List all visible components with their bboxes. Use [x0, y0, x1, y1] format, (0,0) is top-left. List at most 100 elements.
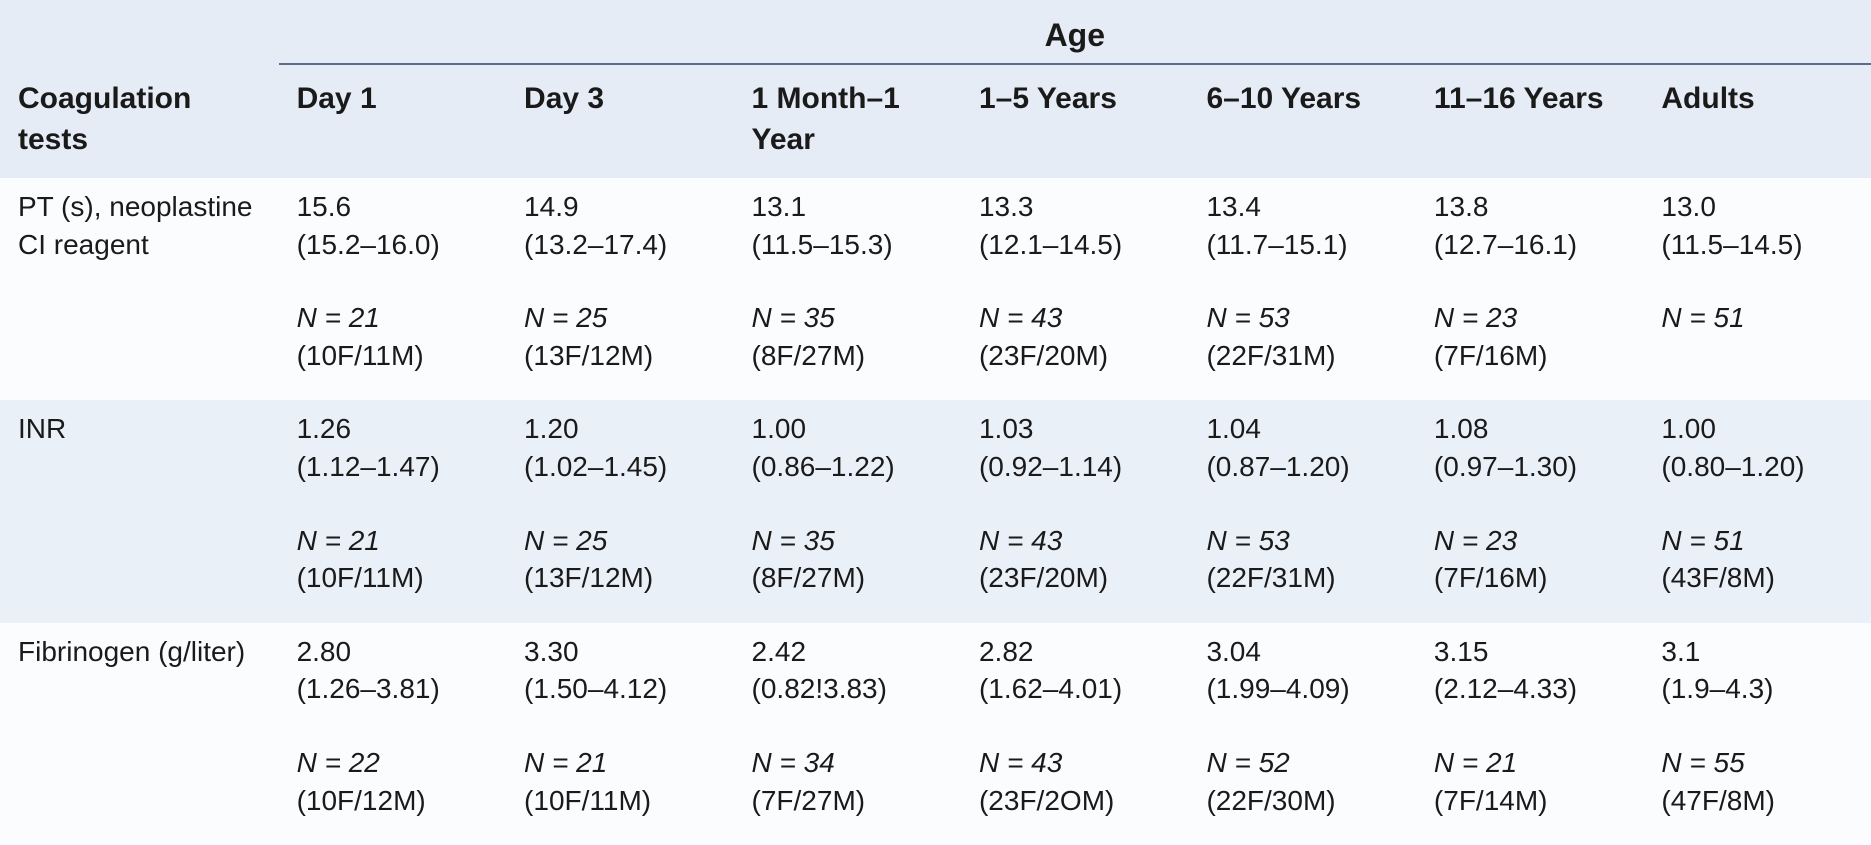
table-row: PT (s), neoplastine CI reagent15.6(15.2–…: [0, 178, 1871, 289]
value: 3.15: [1434, 636, 1489, 667]
cell-value: 13.0(11.5–14.5): [1643, 178, 1871, 289]
demographics: (7F/16M): [1434, 337, 1625, 375]
n-value: N = 51: [1661, 525, 1744, 556]
cell-value: 13.8 (12.7–16.1): [1416, 178, 1643, 289]
range: (0.80–1.20): [1661, 448, 1853, 486]
cell-value: 3.04(1.99–4.09): [1188, 623, 1415, 734]
cell-value: 1.00(0.86–1.22): [734, 400, 961, 511]
value: 1.08: [1434, 413, 1489, 444]
n-value: N = 21: [524, 747, 607, 778]
demographics: (8F/27M): [752, 337, 943, 375]
value: 2.42: [752, 636, 807, 667]
value: 2.82: [979, 636, 1034, 667]
cell-value: 2.42(0.82!3.83): [734, 623, 961, 734]
range: (0.82!3.83): [752, 670, 943, 708]
n-value: N = 55: [1661, 747, 1744, 778]
demographics: (10F/11M): [297, 559, 488, 597]
value: 15.6: [297, 191, 352, 222]
range: (0.87–1.20): [1206, 448, 1397, 486]
table-row: N = 21(10F/11M)N = 25(13F/12M)N = 35(8F/…: [0, 512, 1871, 623]
col-1-5-years: 1–5 Years: [961, 64, 1188, 178]
cell-n: N = 25(13F/12M): [506, 289, 733, 400]
n-value: N = 21: [297, 302, 380, 333]
range: (12.1–14.5): [979, 226, 1170, 264]
cell-value: 3.15(2.12–4.33): [1416, 623, 1643, 734]
value: 13.8: [1434, 191, 1489, 222]
demographics: (22F/31M): [1206, 337, 1397, 375]
demographics: (7F/16M): [1434, 559, 1625, 597]
cell-n: N = 21 (7F/14M): [1416, 734, 1643, 845]
cell-value: 2.80(1.26–3.81): [279, 623, 506, 734]
cell-value: 1.20(1.02–1.45): [506, 400, 733, 511]
range: (15.2–16.0): [297, 226, 488, 264]
range: (1.9–4.3): [1661, 670, 1853, 708]
value: 13.3: [979, 191, 1034, 222]
demographics: (23F/20M): [979, 337, 1170, 375]
demographics: (7F/14M): [1434, 782, 1625, 820]
demographics: (13F/12M): [524, 559, 715, 597]
demographics: (43F/8M): [1661, 559, 1853, 597]
table-row: N = 21(10F/11M)N = 25(13F/12M)N = 35(8F/…: [0, 289, 1871, 400]
value: 1.04: [1206, 413, 1261, 444]
range: (12.7–16.1): [1434, 226, 1625, 264]
value: 3.1: [1661, 636, 1700, 667]
value: 3.04: [1206, 636, 1261, 667]
cell-value: 13.4(11.7–15.1): [1188, 178, 1415, 289]
col-day-3: Day 3: [506, 64, 733, 178]
cell-value: 1.03(0.92–1.14): [961, 400, 1188, 511]
header-columns-row: Day 1 Day 3 1 Month–1 Year 1–5 Years 6–1…: [0, 64, 1871, 178]
cell-value: 13.1 (11.5–15.3): [734, 178, 961, 289]
cell-n: N = 51: [1643, 289, 1871, 400]
n-value: N = 43: [979, 302, 1062, 333]
cell-value: 3.1(1.9–4.3): [1643, 623, 1871, 734]
cell-n: N = 53 (22F/31M): [1188, 289, 1415, 400]
demographics: (23F/2OM): [979, 782, 1170, 820]
value: 1.20: [524, 413, 579, 444]
col-adults: Adults: [1643, 64, 1871, 178]
demographics: (22F/30M): [1206, 782, 1397, 820]
n-value: N = 35: [752, 302, 835, 333]
col-day-1: Day 1: [279, 64, 506, 178]
n-value: N = 53: [1206, 302, 1289, 333]
cell-n: N = 51(43F/8M): [1643, 512, 1871, 623]
demographics: (47F/8M): [1661, 782, 1853, 820]
table-row: N = 22(10F/12M) N = 21 (10F/11M) N = 34 (7F/…: [0, 734, 1871, 845]
cell-n: N = 23(7F/16M): [1416, 512, 1643, 623]
row-label: PT (s), neoplastine CI reagent: [0, 178, 279, 400]
cell-n: N = 43 (23F/20M): [961, 289, 1188, 400]
range: (1.12–1.47): [297, 448, 488, 486]
value: 1.03: [979, 413, 1034, 444]
col-6-10-years: 6–10 Years: [1188, 64, 1415, 178]
n-value: N = 34: [752, 747, 835, 778]
range: (1.62–4.01): [979, 670, 1170, 708]
n-value: N = 25: [524, 525, 607, 556]
demographics: (8F/27M): [752, 559, 943, 597]
range: (13.2–17.4): [524, 226, 715, 264]
col-11-16-years: 11–16 Years: [1416, 64, 1643, 178]
n-value: N = 21: [1434, 747, 1517, 778]
value: 13.1: [752, 191, 807, 222]
cell-value: 13.3 (12.1–14.5): [961, 178, 1188, 289]
table-body: PT (s), neoplastine CI reagent 15.6 (15.2–…: [0, 178, 1871, 845]
range: (0.86–1.22): [752, 448, 943, 486]
row-label: Fibrinogen (g/liter): [0, 623, 279, 845]
cell-value: 14.9(13.2–17.4): [506, 178, 733, 289]
cell-n: N = 53(22F/31M): [1188, 512, 1415, 623]
cell-n: N = 23(7F/16M): [1416, 289, 1643, 400]
demographics: (10F/12M): [297, 782, 488, 820]
n-value: N = 21: [297, 525, 380, 556]
cell-n: N = 22(10F/12M): [279, 734, 506, 845]
demographics: (13F/12M): [524, 337, 715, 375]
cell-value: 1.08 (0.97–1.30): [1416, 400, 1643, 511]
range: (0.97–1.30): [1434, 448, 1625, 486]
range: (1.26–3.81): [297, 670, 488, 708]
demographics: (22F/31M): [1206, 559, 1397, 597]
value: 13.0: [1661, 191, 1716, 222]
range: (11.5–15.3): [752, 226, 943, 264]
demographics: (10F/11M): [524, 782, 715, 820]
cell-value: 2.82(1.62–4.01): [961, 623, 1188, 734]
value: 13.4: [1206, 191, 1261, 222]
range: (1.99–4.09): [1206, 670, 1397, 708]
range: (1.50–4.12): [524, 670, 715, 708]
n-value: N = 53: [1206, 525, 1289, 556]
